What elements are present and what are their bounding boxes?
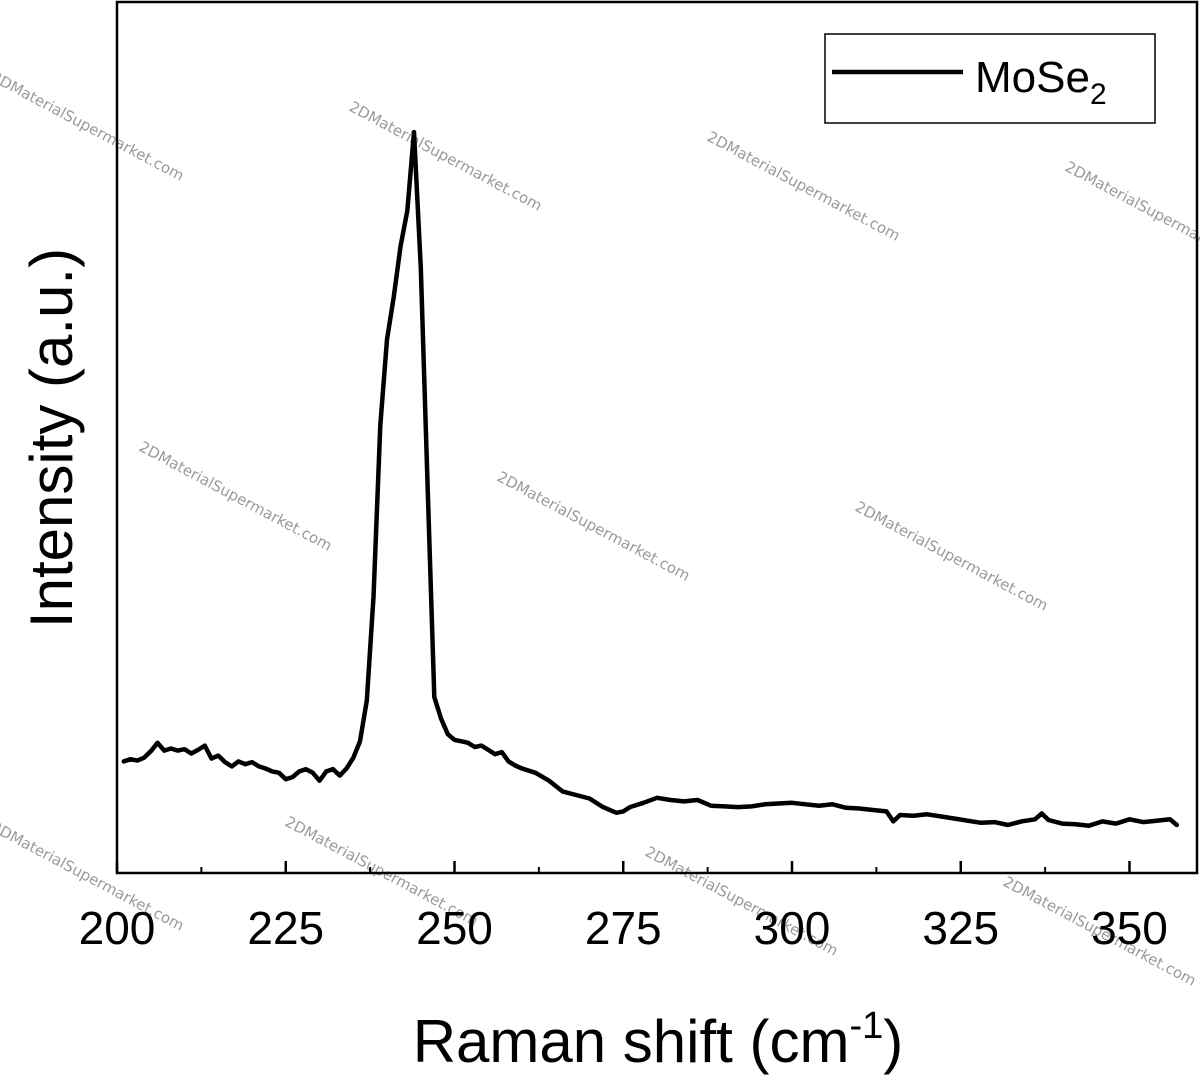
watermark-text: 2DMaterialSupermarket.com (346, 98, 545, 215)
watermark-text: 2DMaterialSupermarket.com (136, 438, 335, 555)
y-axis-title: Intensity (a.u.) (18, 248, 85, 628)
series-line-mose2 (121, 129, 1180, 828)
legend-box (824, 33, 1156, 124)
x-axis-ticks (115, 861, 1131, 873)
watermark-text: 2DMaterialSupermarket.com (704, 128, 903, 245)
watermark-text: 2DMaterialSupermarket.com (852, 498, 1051, 615)
x-axis-title: Raman shift (cm-1) (413, 1005, 904, 1075)
legend: MoSe2 (824, 33, 1156, 124)
x-tick-label: 200 (79, 902, 156, 954)
x-tick-label: 350 (1091, 902, 1168, 954)
watermark-layer: 2DMaterialSupermarket.com 2DMaterialSuper… (0, 68, 1200, 990)
x-tick-label: 300 (754, 902, 831, 954)
legend-label: MoSe2 (975, 53, 1107, 111)
x-tick-label: 225 (247, 902, 324, 954)
watermark-text: 2DMaterialSupermarket.com (1062, 158, 1200, 275)
x-tick-labels: 200 225 250 275 300 325 350 (79, 902, 1168, 954)
x-tick-label: 325 (922, 902, 999, 954)
watermark-text: 2DMaterialSupermarket.com (0, 68, 187, 185)
watermark-text: 2DMaterialSupermarket.com (494, 468, 693, 585)
plot-frame (115, 0, 1199, 875)
x-tick-label: 275 (585, 902, 662, 954)
x-tick-label: 250 (416, 902, 493, 954)
